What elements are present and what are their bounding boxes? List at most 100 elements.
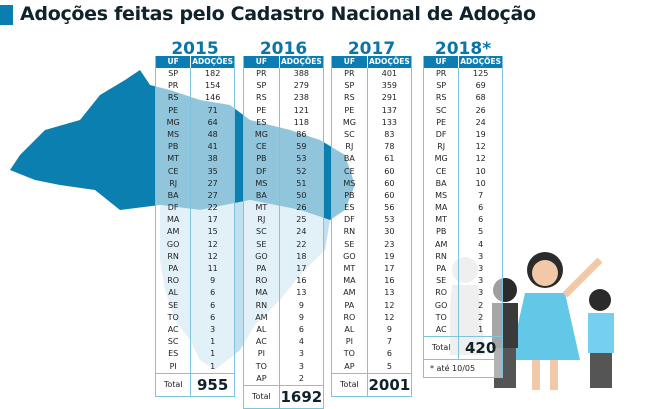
table-row: AC 3 [156, 323, 234, 337]
table-row: DF 22 [156, 202, 234, 215]
table-row: TO 6 [156, 311, 234, 324]
cell-uf: PI [244, 348, 280, 361]
cell-adocoes: 154 [205, 81, 221, 91]
header-adocoes: ADOÇÕES [280, 57, 322, 66]
table-year: 2017 [347, 39, 396, 59]
cell-uf: TO [332, 348, 368, 361]
girl-figure [510, 252, 603, 390]
table-row: RS 146 [156, 92, 234, 105]
table-row: TO 3 [244, 360, 323, 373]
table-header: UF ADOÇÕES [156, 56, 234, 68]
table-row: PB 5 [424, 226, 502, 239]
cell-uf: DF [244, 165, 280, 178]
table-header: UF ADOÇÕES [332, 56, 411, 68]
cell-adocoes: 15 [207, 227, 218, 237]
cell-uf: MS [424, 189, 460, 203]
total-label: Total [156, 373, 192, 396]
cell-adocoes: 59 [296, 142, 307, 152]
table-row: BA 61 [332, 153, 411, 166]
cell-uf: BA [244, 189, 280, 203]
cell-uf: PB [156, 141, 192, 154]
table-row: PR 154 [156, 80, 234, 93]
cell-adocoes: 38 [207, 154, 218, 164]
table-row: RN 30 [332, 226, 411, 239]
table-row: SP 279 [244, 80, 323, 93]
table-row: MS 48 [156, 128, 234, 142]
table-row: MA 17 [156, 214, 234, 227]
cell-uf: CE [424, 165, 460, 178]
cell-adocoes: 30 [384, 227, 395, 237]
table-row: PI 7 [332, 336, 411, 349]
table-row: CE 59 [244, 141, 323, 154]
table-row: AL 6 [244, 323, 323, 337]
table-row: BA 10 [424, 177, 502, 190]
cell-adocoes: 6 [478, 215, 484, 225]
header-adocoes: ADOÇÕES [368, 57, 410, 66]
cell-uf: AM [156, 226, 192, 239]
cell-uf: PA [156, 263, 192, 276]
cell-adocoes: 18 [296, 251, 307, 261]
table-row: PE 121 [244, 104, 323, 117]
cell-uf: TO [424, 311, 460, 324]
cell-adocoes: 10 [475, 178, 486, 188]
cell-uf: MS [332, 177, 368, 190]
cell-adocoes: 12 [475, 154, 486, 164]
cell-uf: AM [424, 238, 460, 251]
cell-uf: PA [332, 299, 368, 312]
table-row: MG 12 [424, 153, 502, 166]
cell-uf: MG [244, 128, 280, 142]
cell-adocoes: 78 [384, 142, 395, 152]
cell-uf: PB [244, 153, 280, 166]
cell-uf: SC [424, 104, 460, 117]
header-adocoes: ADOÇÕES [460, 57, 502, 66]
table-row: PB 53 [244, 153, 323, 166]
cell-adocoes: 137 [381, 105, 398, 115]
cell-uf: RJ [156, 177, 192, 190]
cell-adocoes: 25 [296, 215, 307, 225]
cell-adocoes: 3 [298, 361, 304, 371]
cell-adocoes: 68 [475, 93, 486, 103]
table-2018: 2018* UF ADOÇÕES PR 125 SP 69 RS 68 SC 26 PE 24 DF 19 R… [423, 39, 503, 379]
cell-adocoes: 3 [478, 288, 484, 298]
cell-adocoes: 41 [207, 142, 218, 152]
cell-adocoes: 17 [207, 215, 218, 225]
table-row: PB 60 [332, 189, 411, 203]
total-row: Total 420 [424, 336, 502, 360]
cell-adocoes: 52 [296, 166, 307, 176]
table-row: SC 1 [156, 336, 234, 349]
cell-uf: RN [156, 250, 192, 263]
table-row: RJ 78 [332, 141, 411, 154]
table-row: GO 19 [332, 250, 411, 263]
cell-adocoes: 60 [384, 190, 395, 200]
table-row: PI 1 [156, 360, 234, 373]
table-row: GO 12 [156, 238, 234, 251]
table-row: RS 291 [332, 92, 411, 105]
cell-uf: BA [424, 177, 460, 190]
cell-adocoes: 6 [210, 300, 216, 310]
cell-adocoes: 86 [296, 129, 307, 139]
cell-uf: RO [156, 275, 192, 288]
cell-adocoes: 388 [293, 69, 310, 78]
table-row: PA 11 [156, 263, 234, 276]
cell-uf: DF [332, 214, 368, 227]
cell-uf: RO [424, 287, 460, 300]
table-year: 2018* [434, 39, 492, 59]
cell-uf: CE [244, 141, 280, 154]
cell-uf: RS [424, 92, 460, 105]
cell-adocoes: 24 [296, 227, 307, 237]
cell-adocoes: 26 [296, 203, 307, 213]
cell-uf: AC [244, 336, 280, 349]
cell-uf: RO [332, 311, 368, 324]
table-row: GO 18 [244, 250, 323, 263]
cell-uf: RJ [332, 141, 368, 154]
table-row: CE 10 [424, 165, 502, 178]
table-row: MS 51 [244, 177, 323, 190]
cell-adocoes: 4 [298, 337, 304, 347]
table-row: AL 9 [332, 323, 411, 337]
table-row: ES 1 [156, 348, 234, 361]
footnote: * até 10/05 [424, 359, 502, 377]
cell-uf: GO [424, 299, 460, 312]
table-row: SE 23 [332, 238, 411, 251]
cell-uf: MA [332, 275, 368, 288]
cell-uf: PA [244, 263, 280, 276]
